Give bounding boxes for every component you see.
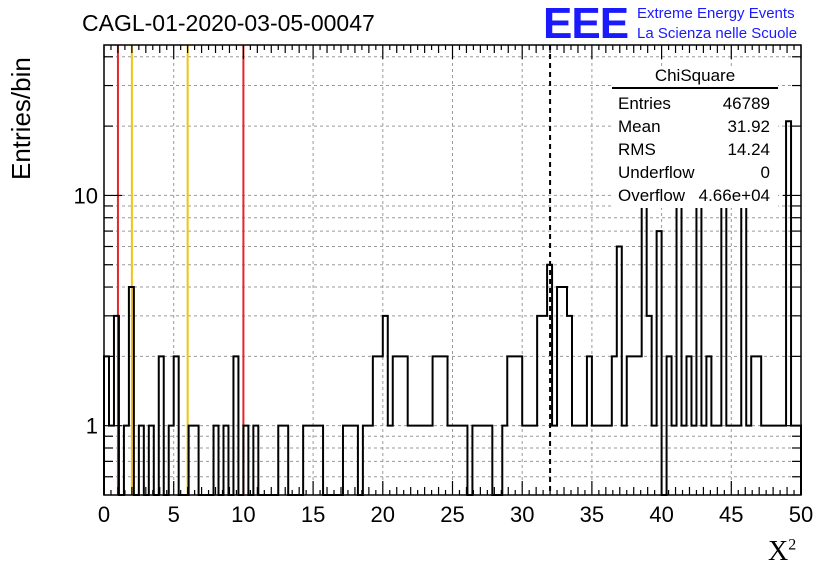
- x-tick-label: 50: [789, 502, 813, 527]
- stats-label: RMS: [618, 140, 656, 159]
- stats-row-mean: Mean 31.92: [618, 117, 770, 139]
- x-tick-label: 40: [649, 502, 673, 527]
- stats-label: Mean: [618, 117, 661, 136]
- x-tick-label: 5: [168, 502, 180, 527]
- eee-logo: EEE Extreme Energy Events La Scienza nel…: [543, 2, 833, 46]
- stats-row-overflow: Overflow 4.66e+04: [618, 186, 770, 208]
- x-tick-label: 10: [231, 502, 255, 527]
- logo-line-2: La Scienza nelle Scuole: [637, 25, 798, 42]
- x-tick-label: 35: [580, 502, 604, 527]
- logo-mark: EEE: [543, 0, 629, 48]
- vertical-lines-layer: [116, 45, 552, 495]
- stats-value: 4.66e+04: [698, 186, 770, 205]
- stats-label: Overflow: [618, 186, 686, 205]
- x-tick-label: 0: [98, 502, 110, 527]
- stats-value: 14.24: [727, 140, 770, 159]
- stats-value: 31.92: [727, 117, 770, 136]
- stats-row-entries: Entries 46789: [618, 94, 770, 116]
- stats-label: Entries: [618, 94, 671, 113]
- stats-row-underflow: Underflow 0: [618, 163, 770, 185]
- stats-box: ChiSquare Entries 46789 Mean 31.92 RMS 1…: [612, 66, 778, 208]
- chart-title: CAGL-01-2020-03-05-00047: [82, 10, 375, 36]
- x-axis-label: X2: [768, 536, 796, 568]
- logo-line-1: Extreme Energy Events: [637, 5, 795, 22]
- x-tick-label: 25: [440, 502, 464, 527]
- x-tick-label: 30: [510, 502, 534, 527]
- stats-value: 46789: [722, 94, 770, 113]
- stats-title: ChiSquare: [612, 66, 778, 89]
- x-tick-label: 15: [301, 502, 325, 527]
- stats-label: Underflow: [618, 163, 695, 182]
- x-axis-label-superscript: 2: [788, 536, 797, 554]
- stats-value: 0: [760, 163, 770, 182]
- axes-layer: 0 5 10 15 20 25 30 35 40 45 50 1 10: [74, 44, 813, 527]
- x-tick-label: 20: [371, 502, 395, 527]
- y-tick-label: 10: [74, 183, 98, 208]
- y-tick-label: 1: [86, 414, 98, 439]
- x-tick-label: 45: [719, 502, 743, 527]
- stats-row-rms: RMS 14.24: [618, 140, 770, 162]
- x-axis-label-base: X: [768, 536, 789, 567]
